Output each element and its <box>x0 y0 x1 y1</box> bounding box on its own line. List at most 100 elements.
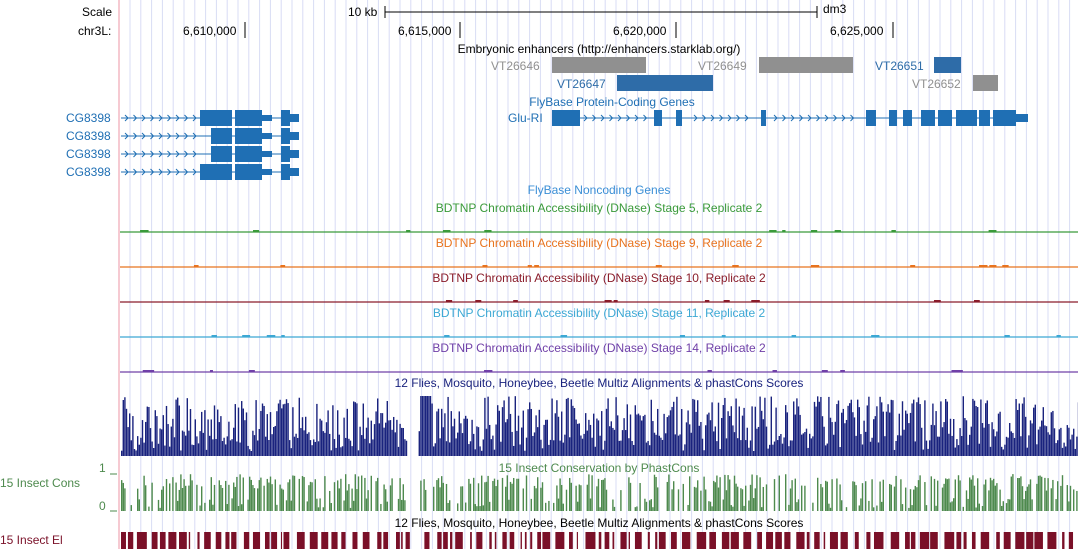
phastcons-bar <box>189 474 192 511</box>
phastcons-bar <box>914 485 916 511</box>
multiz-bar <box>671 406 673 456</box>
gene-label-cg8398[interactable]: CG8398 <box>66 147 111 161</box>
multiz-bar <box>253 435 256 456</box>
conserved-element <box>401 532 403 549</box>
phastcons-bar <box>465 502 467 511</box>
multiz-bar <box>845 419 848 456</box>
conserved-elements-track-title[interactable]: 12 Flies, Mosquito, Honeybee, Beetle Mul… <box>394 516 804 530</box>
dnase-peak <box>613 300 618 302</box>
dnase-stage10-title[interactable]: BDTNP Chromatin Accessibility (DNase) St… <box>432 271 766 285</box>
multiz-track[interactable] <box>121 396 1078 456</box>
multiz-bar <box>549 439 552 456</box>
phastcons-bar <box>1026 486 1028 511</box>
gene-label-cg8398[interactable]: CG8398 <box>66 129 111 143</box>
phastcons-bar <box>753 498 755 511</box>
coding-gene-track-title[interactable]: FlyBase Protein-Coding Genes <box>529 95 695 109</box>
dnase-peak <box>810 265 820 267</box>
conserved-element <box>1062 532 1065 549</box>
multiz-bar <box>1023 397 1025 456</box>
phastcons-bar <box>580 485 582 511</box>
multiz-bar <box>813 401 816 456</box>
dnase-stage14-title[interactable]: BDTNP Chromatin Accessibility (DNase) St… <box>432 341 766 355</box>
multiz-bar <box>626 404 628 456</box>
phastcons-side-label[interactable]: 15 Insect Cons <box>0 476 81 490</box>
phastcons-bar <box>258 480 260 511</box>
phastcons-bar <box>252 485 254 511</box>
gene-utr <box>262 133 272 139</box>
phastcons-track-title[interactable]: 15 Insect Conservation by PhastCons <box>498 461 700 475</box>
multiz-track-title[interactable]: 12 Flies, Mosquito, Honeybee, Beetle Mul… <box>394 376 804 390</box>
phastcons-bar <box>311 482 313 511</box>
multiz-bar <box>393 416 395 456</box>
multiz-bar <box>460 423 462 456</box>
multiz-bar <box>661 439 664 456</box>
gene-label-glu-ri[interactable]: Glu-RI <box>508 111 543 125</box>
enhancer-label[interactable]: VT26649 <box>698 59 747 73</box>
phastcons-bar <box>289 479 291 511</box>
multiz-bar <box>564 434 566 456</box>
dnase-peak <box>1056 335 1061 337</box>
conserved-element <box>854 532 859 549</box>
multiz-bar <box>197 443 200 456</box>
phastcons-track[interactable] <box>110 473 1078 512</box>
dnase-stage9-title[interactable]: BDTNP Chromatin Accessibility (DNase) St… <box>435 236 763 250</box>
dnase-stage5-title[interactable]: BDTNP Chromatin Accessibility (DNase) St… <box>435 201 763 215</box>
assembly-label: dm3 <box>823 2 847 16</box>
dnase-peak <box>444 335 450 337</box>
phastcons-bar <box>652 507 654 511</box>
gene-exon <box>235 128 262 144</box>
multiz-bar <box>802 433 804 456</box>
enhancer-track[interactable] <box>552 57 998 91</box>
multiz-bar <box>962 396 964 456</box>
phastcons-bar <box>282 489 284 511</box>
conserved-elements-side-label[interactable]: 15 Insect El <box>0 533 63 547</box>
conserved-element <box>890 532 900 549</box>
multiz-bar <box>561 411 563 456</box>
multiz-bar <box>807 447 809 456</box>
conserved-elements-track[interactable] <box>121 532 1074 549</box>
conserved-element <box>757 532 762 549</box>
phastcons-bar <box>212 504 214 511</box>
multiz-bar <box>509 413 512 456</box>
noncoding-gene-track-title[interactable]: FlyBase Noncoding Genes <box>527 183 671 197</box>
multiz-bar <box>149 428 152 456</box>
enhancer-label[interactable]: VT26651 <box>875 59 924 73</box>
multiz-bar <box>517 415 520 456</box>
multiz-bar <box>266 414 268 456</box>
multiz-bar <box>1057 440 1059 456</box>
multiz-bar <box>599 435 601 456</box>
multiz-bar <box>812 436 814 456</box>
coding-gene-track[interactable] <box>121 110 1028 180</box>
phastcons-bar <box>729 479 731 511</box>
dnase-tracks[interactable] <box>120 230 1078 373</box>
enhancer-feature <box>617 75 713 91</box>
phastcons-bar <box>449 500 451 511</box>
multiz-bar <box>863 420 865 456</box>
strand-arrow <box>693 114 698 122</box>
phastcons-bar <box>634 507 636 511</box>
chrom-label[interactable]: chr3L: <box>78 24 112 38</box>
multiz-bar <box>194 419 196 456</box>
phastcons-bar <box>737 486 739 511</box>
gene-label-cg8398[interactable]: CG8398 <box>66 111 111 125</box>
gene-label-cg8398[interactable]: CG8398 <box>66 165 111 179</box>
ruler-tick-label: 6,620,000 <box>613 24 667 38</box>
multiz-bar <box>402 428 404 456</box>
phastcons-bar <box>586 484 588 511</box>
conserved-element <box>930 532 938 549</box>
phastcons-bar <box>367 490 369 511</box>
enhancer-label[interactable]: VT26647 <box>557 77 606 91</box>
phastcons-bar <box>978 503 980 511</box>
phastcons-bar <box>1076 490 1078 511</box>
phastcons-bar <box>356 489 358 511</box>
multiz-bar <box>825 445 827 456</box>
enhancer-label[interactable]: VT26646 <box>491 59 540 73</box>
phastcons-bar <box>644 498 646 511</box>
phastcons-bar <box>821 487 824 511</box>
strand-arrow <box>175 150 180 158</box>
enhancer-track-title[interactable]: Embryonic enhancers (http://enhancers.st… <box>457 42 741 56</box>
dnase-stage11-title[interactable]: BDTNP Chromatin Accessibility (DNase) St… <box>432 306 766 320</box>
enhancer-label[interactable]: VT26652 <box>912 77 961 91</box>
multiz-bar <box>994 436 996 456</box>
